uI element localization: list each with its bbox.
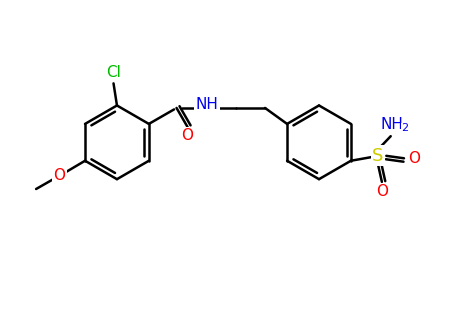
- Text: S: S: [372, 147, 383, 165]
- Text: O: O: [181, 128, 194, 143]
- Text: NH: NH: [196, 98, 218, 112]
- Text: Cl: Cl: [106, 65, 121, 80]
- Text: O: O: [408, 151, 420, 166]
- Text: 2: 2: [401, 123, 409, 133]
- Text: NH: NH: [380, 117, 403, 132]
- Text: O: O: [376, 184, 388, 199]
- Text: O: O: [53, 168, 65, 183]
